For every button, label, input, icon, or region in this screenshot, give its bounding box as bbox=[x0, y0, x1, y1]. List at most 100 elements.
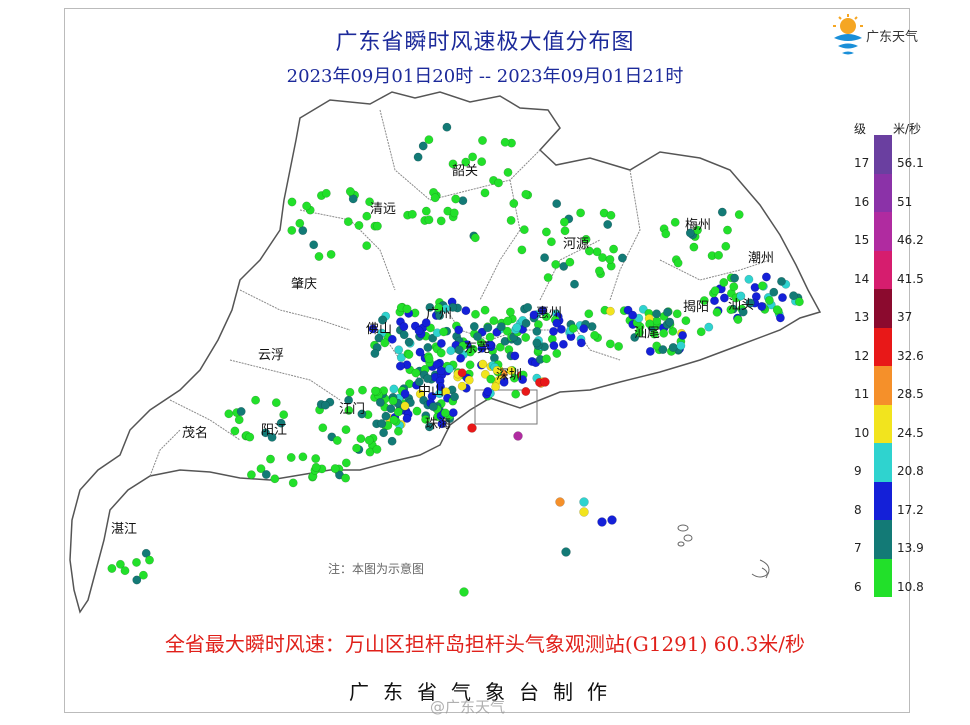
station-marker bbox=[485, 332, 495, 342]
legend-swatch-11 bbox=[874, 366, 892, 405]
station-marker bbox=[358, 385, 367, 395]
station-marker bbox=[318, 423, 328, 433]
station-marker bbox=[521, 318, 531, 328]
station-marker bbox=[442, 122, 452, 132]
station-marker bbox=[298, 452, 308, 462]
station-marker bbox=[605, 254, 615, 264]
station-marker bbox=[730, 273, 740, 283]
station-marker bbox=[439, 327, 449, 337]
station-marker bbox=[457, 368, 467, 378]
station-marker bbox=[509, 199, 519, 208]
station-marker bbox=[568, 323, 578, 333]
station-marker bbox=[330, 464, 340, 474]
station-marker bbox=[555, 497, 565, 507]
station-marker bbox=[224, 409, 234, 419]
station-marker bbox=[132, 557, 141, 567]
legend-level-6: 6 bbox=[854, 579, 862, 594]
station-marker bbox=[435, 311, 445, 321]
station-marker bbox=[676, 341, 686, 351]
station-marker bbox=[393, 407, 403, 417]
city-label-heyuan: 河源 bbox=[563, 237, 590, 252]
station-marker bbox=[399, 322, 409, 332]
station-marker bbox=[617, 253, 627, 263]
station-marker bbox=[456, 353, 466, 363]
station-marker bbox=[404, 350, 414, 359]
station-marker bbox=[343, 217, 353, 227]
station-marker bbox=[710, 286, 720, 296]
station-marker bbox=[276, 418, 286, 428]
legend-level-10: 10 bbox=[854, 425, 870, 440]
logo bbox=[828, 14, 938, 60]
station-marker bbox=[597, 517, 607, 527]
station-marker bbox=[609, 244, 619, 254]
map-note: 注：本图为示意图 bbox=[328, 562, 425, 576]
station-marker bbox=[424, 215, 434, 225]
city-label-foshan: 佛山 bbox=[366, 322, 393, 337]
station-marker bbox=[757, 281, 767, 291]
station-marker bbox=[446, 346, 456, 356]
station-marker bbox=[723, 225, 732, 235]
station-marker bbox=[699, 296, 709, 306]
station-marker bbox=[377, 419, 387, 429]
station-marker bbox=[521, 387, 531, 396]
station-marker bbox=[402, 304, 412, 314]
station-marker bbox=[761, 272, 771, 282]
station-marker bbox=[412, 406, 422, 416]
legend-swatch-13 bbox=[874, 289, 892, 328]
station-marker bbox=[399, 330, 409, 340]
station-marker bbox=[461, 306, 471, 316]
legend-swatch-17 bbox=[874, 135, 892, 174]
station-marker bbox=[421, 414, 431, 424]
station-marker bbox=[584, 309, 594, 319]
station-marker bbox=[710, 296, 719, 306]
station-marker bbox=[421, 206, 431, 216]
station-marker bbox=[436, 216, 446, 226]
station-marker bbox=[138, 570, 148, 580]
station-marker bbox=[245, 432, 255, 442]
station-marker bbox=[512, 323, 522, 332]
station-marker bbox=[372, 444, 382, 454]
station-marker bbox=[576, 338, 586, 348]
station-marker bbox=[661, 229, 671, 239]
station-marker bbox=[565, 257, 575, 267]
station-marker bbox=[500, 137, 510, 147]
station-marker bbox=[345, 187, 355, 196]
station-marker bbox=[658, 345, 668, 355]
station-marker bbox=[668, 343, 678, 352]
station-marker bbox=[424, 354, 434, 364]
station-marker bbox=[404, 337, 414, 347]
station-marker bbox=[393, 426, 403, 436]
city-label-qingyuan: 清远 bbox=[370, 202, 397, 217]
station-marker bbox=[480, 369, 490, 379]
city-label-jieyang: 揭阳 bbox=[683, 300, 710, 315]
logo-text: 广东天气 bbox=[866, 30, 919, 45]
legend-value-8: 17.2 bbox=[897, 502, 924, 517]
station-marker bbox=[141, 548, 151, 558]
station-marker bbox=[495, 342, 505, 352]
city-label-guangzhou: 广州 bbox=[426, 307, 453, 322]
legend-swatch-9 bbox=[874, 443, 892, 482]
legend-swatch-10 bbox=[874, 404, 892, 443]
station-marker bbox=[425, 302, 435, 312]
station-marker bbox=[311, 462, 321, 472]
station-marker bbox=[309, 240, 319, 250]
station-marker bbox=[506, 366, 516, 376]
legend-value-16: 51 bbox=[897, 194, 913, 209]
station-marker bbox=[374, 333, 384, 343]
station-marker bbox=[230, 426, 240, 436]
legend-value-7: 13.9 bbox=[897, 541, 924, 556]
station-marker bbox=[606, 210, 616, 220]
station-marker bbox=[492, 365, 502, 375]
sun-cloud-logo-icon bbox=[833, 14, 863, 55]
station-marker bbox=[365, 197, 375, 207]
station-marker bbox=[549, 341, 559, 351]
station-marker bbox=[726, 305, 736, 315]
station-marker bbox=[541, 227, 551, 237]
station-marker bbox=[689, 242, 699, 252]
legend-level-7: 7 bbox=[854, 541, 862, 556]
station-marker bbox=[314, 252, 324, 261]
station-marker bbox=[386, 404, 396, 414]
station-marker bbox=[375, 397, 385, 407]
station-marker bbox=[287, 225, 297, 235]
station-marker bbox=[326, 249, 336, 259]
